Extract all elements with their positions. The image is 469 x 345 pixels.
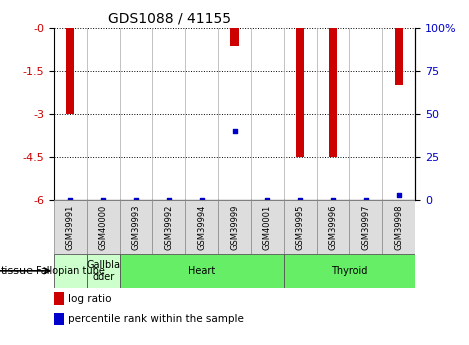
Text: GSM40001: GSM40001 bbox=[263, 204, 272, 250]
Text: GSM40000: GSM40000 bbox=[98, 204, 108, 250]
Bar bbox=[296, 28, 304, 157]
Bar bbox=[185, 200, 218, 254]
Bar bbox=[218, 200, 251, 254]
Text: Heart: Heart bbox=[188, 266, 215, 276]
Point bbox=[264, 197, 271, 203]
Text: GSM39993: GSM39993 bbox=[131, 204, 141, 250]
Point bbox=[362, 197, 370, 203]
Text: Gallbla
dder: Gallbla dder bbox=[86, 260, 120, 282]
Text: GSM39994: GSM39994 bbox=[197, 204, 206, 250]
Text: tissue: tissue bbox=[0, 266, 33, 276]
Text: percentile rank within the sample: percentile rank within the sample bbox=[68, 314, 243, 324]
Bar bbox=[87, 254, 120, 288]
Text: GSM39997: GSM39997 bbox=[361, 204, 371, 250]
Bar bbox=[54, 200, 87, 254]
Bar bbox=[54, 313, 64, 325]
Bar bbox=[54, 293, 64, 305]
Bar bbox=[349, 200, 382, 254]
Point bbox=[165, 197, 173, 203]
Point bbox=[198, 197, 205, 203]
Point bbox=[67, 197, 74, 203]
Bar bbox=[152, 200, 185, 254]
Bar bbox=[251, 200, 284, 254]
Bar bbox=[394, 28, 403, 85]
Text: GSM39999: GSM39999 bbox=[230, 204, 239, 250]
Point bbox=[99, 197, 107, 203]
Bar bbox=[284, 200, 317, 254]
Point bbox=[395, 192, 402, 198]
Bar bbox=[54, 254, 87, 288]
Text: log ratio: log ratio bbox=[68, 294, 111, 304]
Point bbox=[329, 197, 337, 203]
Text: GSM39996: GSM39996 bbox=[328, 204, 338, 250]
Text: Thyroid: Thyroid bbox=[331, 266, 368, 276]
Bar bbox=[120, 254, 284, 288]
Bar bbox=[230, 28, 239, 46]
Bar bbox=[66, 28, 75, 114]
Text: GSM39998: GSM39998 bbox=[394, 204, 403, 250]
Bar bbox=[284, 254, 415, 288]
Bar bbox=[120, 200, 152, 254]
Text: GSM39992: GSM39992 bbox=[164, 204, 174, 250]
Point bbox=[132, 197, 140, 203]
Bar bbox=[317, 200, 349, 254]
Text: Fallopian tube: Fallopian tube bbox=[36, 266, 105, 276]
Bar bbox=[382, 200, 415, 254]
Text: GSM39991: GSM39991 bbox=[66, 204, 75, 250]
Bar bbox=[87, 200, 120, 254]
Text: GDS1088 / 41155: GDS1088 / 41155 bbox=[108, 11, 231, 25]
Text: GSM39995: GSM39995 bbox=[295, 204, 305, 250]
Point bbox=[231, 128, 238, 134]
Bar bbox=[329, 28, 337, 157]
Point bbox=[296, 197, 304, 203]
